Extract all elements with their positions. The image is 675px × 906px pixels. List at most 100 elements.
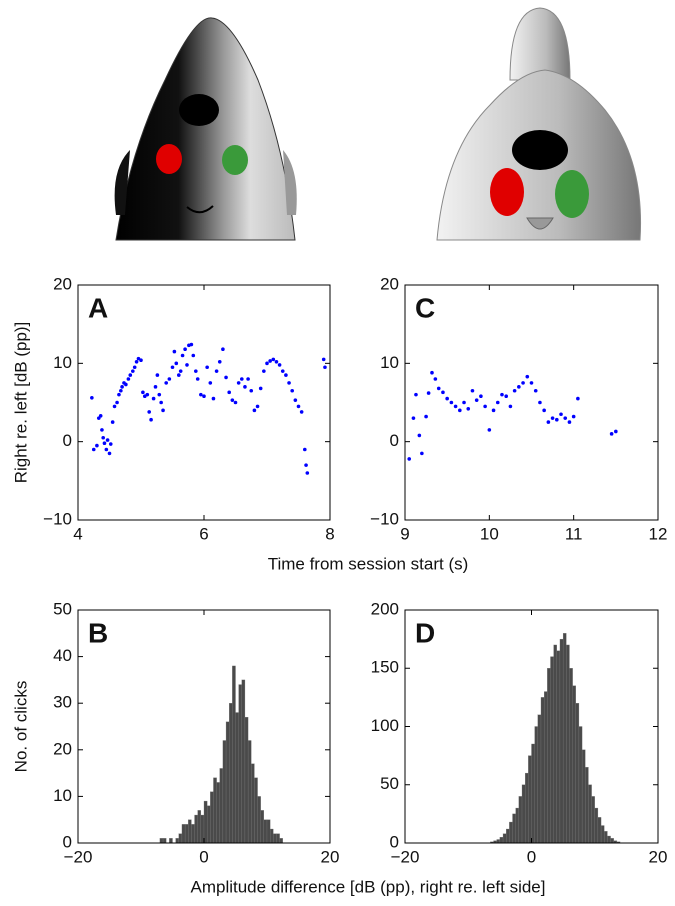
point [107, 451, 112, 456]
point [195, 377, 200, 381]
bar [235, 712, 239, 844]
x-tick-label: 11 [565, 524, 583, 543]
point [110, 420, 115, 424]
bar [238, 684, 242, 844]
point [104, 447, 109, 452]
point [284, 373, 288, 377]
y-axis-label: Right re. left [dB (pp)] [11, 322, 30, 484]
point [108, 442, 113, 446]
y-tick-label: 10 [53, 353, 72, 372]
point [134, 359, 139, 364]
x-tick-label: 8 [325, 524, 334, 543]
point [453, 404, 458, 409]
point [449, 400, 454, 405]
point [555, 417, 559, 422]
point [159, 400, 163, 405]
bar [588, 784, 592, 844]
point [550, 416, 555, 420]
point [268, 359, 272, 363]
bar [181, 824, 186, 844]
bar [562, 633, 567, 844]
point [433, 377, 438, 381]
x-axis-label: Time from session start (s) [268, 554, 469, 573]
y-tick-label: 0 [390, 832, 399, 851]
point [183, 347, 187, 352]
bar [178, 833, 183, 844]
bar [203, 800, 208, 844]
point [487, 428, 492, 432]
bar [537, 714, 542, 844]
bar [188, 819, 192, 844]
point [233, 400, 238, 405]
point [221, 347, 225, 352]
y-tick-label: 20 [53, 274, 72, 293]
bar [547, 668, 551, 844]
bar [544, 691, 548, 844]
y-tick-label: −10 [43, 509, 72, 528]
bar [502, 833, 507, 844]
axes-box [404, 284, 659, 521]
point [470, 388, 475, 393]
y-tick-label: 0 [63, 431, 72, 450]
x-tick-label: 20 [649, 847, 668, 866]
point [170, 365, 175, 370]
point [280, 369, 285, 373]
point [420, 451, 424, 456]
bar [191, 824, 195, 844]
panel-label: A [88, 292, 108, 323]
point [299, 410, 304, 414]
y-tick-label: 40 [53, 646, 72, 665]
point [426, 391, 431, 395]
bar [279, 838, 283, 844]
x-tick-label: 20 [321, 847, 340, 866]
x-tick-label: −20 [64, 847, 93, 866]
point [119, 388, 123, 393]
bar [247, 740, 252, 844]
point [479, 394, 483, 399]
y-tick-label: 20 [380, 274, 399, 293]
bar [222, 740, 227, 844]
x-tick-label: −20 [391, 847, 420, 866]
bar [184, 824, 189, 844]
point [304, 463, 308, 467]
point [305, 471, 310, 475]
point [100, 428, 104, 432]
y-tick-label: 50 [53, 599, 72, 618]
point [147, 410, 151, 414]
point [529, 381, 534, 385]
point [466, 406, 471, 411]
point [224, 375, 228, 380]
point [533, 388, 538, 393]
bar [540, 697, 545, 844]
bar [594, 807, 599, 844]
bar [597, 817, 602, 844]
bar [175, 838, 179, 844]
y-tick-label: 0 [63, 832, 72, 851]
point [178, 369, 183, 373]
bar [219, 768, 224, 844]
point [120, 385, 124, 389]
x-tick-label: 12 [649, 524, 668, 543]
bar [600, 825, 605, 844]
point [128, 373, 133, 377]
point [227, 390, 231, 395]
bar [194, 814, 198, 844]
point [180, 353, 185, 358]
bar [213, 777, 217, 844]
bar [509, 821, 513, 844]
y-tick-label: 20 [53, 739, 72, 758]
point [131, 369, 135, 373]
bar [550, 656, 554, 844]
point [172, 349, 177, 354]
point [141, 390, 145, 395]
bar [506, 828, 510, 844]
point [483, 404, 487, 409]
point [157, 392, 162, 397]
point [411, 416, 416, 420]
point [407, 457, 412, 461]
y-tick-label: 100 [371, 716, 399, 735]
point [194, 369, 198, 373]
point [95, 443, 99, 448]
y-tick-label: 30 [53, 693, 72, 712]
point [151, 396, 156, 401]
